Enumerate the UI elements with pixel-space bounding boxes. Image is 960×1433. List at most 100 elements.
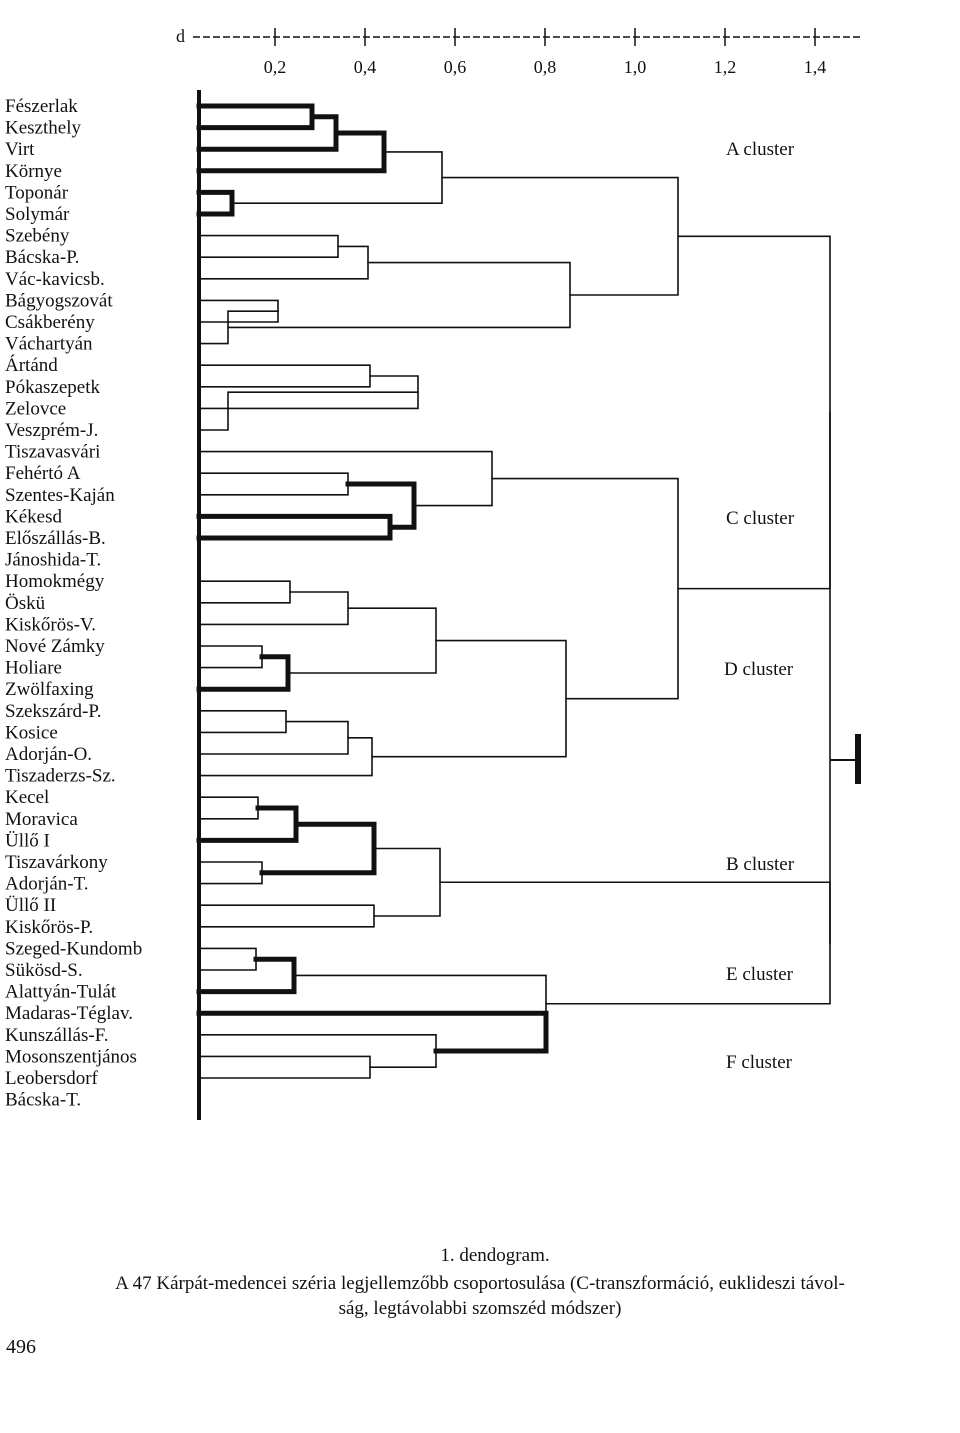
- tree-branch: [677, 235, 831, 590]
- leaf-label: Kosice: [5, 722, 58, 743]
- leaf-label: Vác-kavicsb.: [5, 269, 105, 290]
- tree-branch: [287, 607, 437, 674]
- leaf-label: Fészerlak: [5, 96, 78, 117]
- tree-branch: [198, 245, 369, 280]
- leaf-label: Szentes-Kaján: [5, 485, 115, 506]
- leaf-label: Szekszárd-P.: [5, 701, 102, 722]
- leaf-label: Kunszállás-F.: [5, 1025, 109, 1046]
- tree-branch: [198, 720, 349, 755]
- leaf-label: Madaras-Téglav.: [5, 1003, 133, 1024]
- axis-tick-label: 0,4: [354, 57, 377, 77]
- tree-branch: [198, 450, 493, 507]
- leaf-label: Bácska-P.: [5, 247, 79, 268]
- tree-branch: [196, 956, 297, 995]
- leaf-label: Toponár: [5, 182, 69, 203]
- leaf-label: Mosonszentjános: [5, 1046, 137, 1067]
- tree-branch: [259, 821, 377, 876]
- leaf-label: Moravica: [5, 809, 78, 830]
- tree-branch: [198, 1034, 437, 1068]
- leaf-label: Kékesd: [5, 506, 62, 527]
- leaf-label: Sükösd-S.: [5, 960, 83, 981]
- tree-branch: [196, 513, 393, 541]
- leaf-label: Nové Zámky: [5, 636, 105, 657]
- axis-tick-label: 0,2: [264, 57, 287, 77]
- leaf-label: Csákberény: [5, 312, 95, 333]
- leaf-label: Zelovce: [5, 398, 66, 419]
- tree-branch: [198, 591, 349, 626]
- leaf-label: Solymár: [5, 204, 70, 225]
- cluster-label-b: B cluster: [726, 854, 795, 875]
- page-number: 496: [6, 1336, 36, 1358]
- leaf-label: Tiszaderzs-Sz.: [5, 766, 116, 787]
- leaf-label: Kiskőrös-P.: [5, 917, 93, 938]
- tree-branch: [373, 847, 441, 917]
- tree-branch: [198, 796, 259, 820]
- leaf-label: Öskü: [5, 593, 46, 614]
- tree-branch: [227, 261, 571, 329]
- tree-branch: [198, 947, 257, 971]
- leaf-label: Jánoshida-T.: [5, 550, 101, 571]
- tree-branch: [198, 904, 375, 928]
- tree-branch: [231, 151, 443, 204]
- tree-branch: [198, 391, 419, 431]
- tree-branch: [293, 974, 547, 1033]
- tree-branch: [196, 805, 299, 843]
- tree-branch: [198, 364, 371, 388]
- leaf-label: Szebény: [5, 226, 70, 247]
- leaf-label: Virt: [5, 139, 35, 160]
- tree-branch: [345, 481, 417, 530]
- caption-line-1: A 47 Kárpát-medencei széria legjellemzőb…: [115, 1273, 845, 1294]
- tree-branch: [439, 881, 831, 1005]
- leaf-label: Tiszavasvári: [5, 442, 100, 463]
- axis-tick-label: 0,6: [444, 57, 467, 77]
- cluster-label-c: C cluster: [726, 508, 795, 529]
- axis-tick-label: 1,4: [804, 57, 827, 77]
- tree-branch: [198, 861, 263, 885]
- axis-tick-label: 0,8: [534, 57, 557, 77]
- tree-branch: [196, 130, 387, 174]
- tree-branch: [196, 114, 339, 152]
- caption-title: 1. dendogram.: [440, 1245, 550, 1266]
- leaf-label: Keszthely: [5, 118, 81, 139]
- cluster-label-a: A cluster: [726, 139, 795, 160]
- tree-branch: [198, 710, 287, 734]
- axis-tick-label: 1,2: [714, 57, 737, 77]
- leaf-label: Adorján-O.: [5, 744, 92, 765]
- tree-branch: [198, 737, 373, 777]
- tree-branch: [491, 477, 679, 700]
- leaf-label: Adorján-T.: [5, 874, 89, 895]
- leaf-label: Bágyogszovát: [5, 290, 113, 311]
- tree-branch: [371, 639, 567, 758]
- leaf-label: Veszprém-J.: [5, 420, 98, 441]
- tree-branches: [196, 103, 831, 1079]
- leaf-label: Holiare: [5, 658, 62, 679]
- leaf-label: Üllő II: [5, 895, 56, 916]
- tree-branch: [198, 580, 291, 604]
- cluster-label-f: F cluster: [726, 1052, 793, 1073]
- leaf-label: Bácska-T.: [5, 1090, 81, 1111]
- leaf-label: Pókaszepetk: [5, 377, 100, 398]
- leaf-label: Homokmégy: [5, 571, 105, 592]
- leaf-label: Zwölfaxing: [5, 679, 94, 700]
- leaf-label: Ártánd: [5, 354, 58, 376]
- axis-tick-label: 1,0: [624, 57, 647, 77]
- tree-branch: [196, 654, 291, 692]
- tree-branch: [198, 472, 349, 496]
- tree-branch: [441, 176, 679, 296]
- leaf-label: Leobersdorf: [5, 1068, 99, 1089]
- leaf-label: Környe: [5, 161, 62, 182]
- leaf-label: Előszállás-B.: [5, 528, 106, 549]
- cut-marker: [830, 734, 861, 784]
- tree-branch: [198, 645, 263, 669]
- leaf-label: Fehértó A: [5, 463, 81, 484]
- cluster-label-d: D cluster: [724, 659, 794, 680]
- distance-axis: d 0,2 0,4 0,6 0,8 1,0 1,2 1,4: [176, 26, 860, 77]
- leaf-labels: FészerlakKeszthelyVirtKörnyeToponárSolym…: [5, 96, 142, 1111]
- tree-branch: [198, 234, 339, 258]
- leaf-label: Kecel: [5, 787, 49, 808]
- tree-branch: [196, 1010, 549, 1054]
- axis-label: d: [176, 26, 185, 46]
- cluster-label-e: E cluster: [726, 964, 794, 985]
- cluster-labels: A cluster C cluster D cluster B cluster …: [724, 139, 795, 1073]
